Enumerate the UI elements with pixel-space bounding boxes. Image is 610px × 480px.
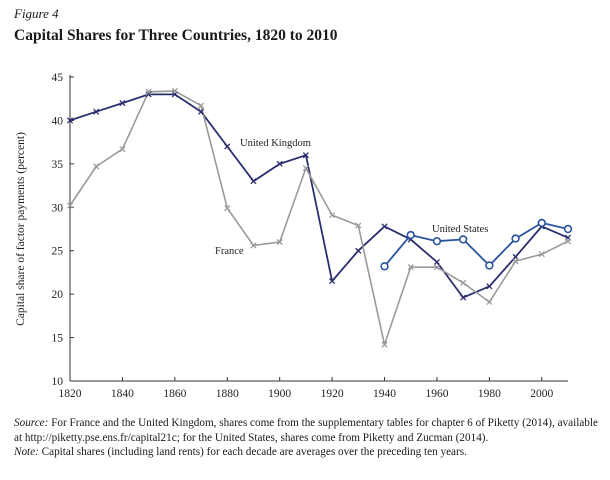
data-point-1 [486,298,493,306]
data-point-1 [276,238,283,246]
data-point-0 [355,247,362,254]
data-point-0 [329,278,336,285]
x-tick-label: 1840 [111,388,134,400]
data-point-0 [276,160,283,167]
data-point-1 [119,146,126,153]
series-line-2 [383,221,569,267]
data-point-0 [381,223,388,230]
data-point-0 [486,283,493,290]
series-labels: United Kingdom France United States [215,138,488,257]
data-point-1 [329,212,336,219]
series-label-1: France [215,246,244,257]
x-tick-label: 1960 [425,388,448,400]
data-point-1 [381,341,388,348]
data-point-2 [432,236,442,246]
data-point-1 [171,87,178,94]
data-point-2 [406,230,415,240]
data-point-2 [563,224,573,234]
y-tick-label: 20 [52,289,64,301]
y-tick-label: 45 [52,72,64,84]
series-markers [66,87,573,348]
source-text: For France and the United Kingdom, share… [14,417,598,444]
data-point-2 [537,218,546,228]
data-point-0 [224,143,231,150]
data-point-1 [538,251,545,258]
data-point-1 [250,242,257,249]
x-tick-label: 1920 [321,388,344,400]
axes: 10 15 20 25 30 35 40 45 1820 1840 1860 1880 1900 1920… [15,72,568,400]
figure-label: Figure 4 [14,6,59,21]
capital-share-chart: 10 15 20 25 30 35 40 45 1820 1840 1860 1880 1900 1920… [15,72,573,400]
x-tick-label: 1980 [478,388,501,400]
series-lines [69,90,569,346]
data-point-0 [250,178,257,185]
y-tick-label: 35 [52,159,64,171]
data-point-1 [564,238,572,245]
data-point-2 [380,262,389,271]
y-tick-label: 40 [52,115,64,127]
note-text: Capital shares (including land rents) fo… [41,446,467,459]
y-tick-label: 25 [52,246,64,258]
data-point-1 [407,264,414,271]
data-point-1 [66,202,74,209]
data-point-1 [197,102,205,109]
data-point-1 [355,222,362,229]
y-tick-label: 30 [52,202,64,214]
x-tick-label: 1880 [216,388,239,400]
x-tick-label: 2000 [530,388,553,400]
x-tick-label: 1860 [163,388,186,400]
source-label: Source: [14,417,49,429]
data-point-1 [512,258,519,265]
data-point-0 [119,99,126,107]
series-label-0: United Kingdom [240,138,311,149]
data-point-0 [460,294,467,301]
y-tick-label: 15 [52,333,64,345]
data-point-2 [511,234,520,243]
data-point-2 [485,261,494,270]
data-point-0 [93,108,100,115]
data-point-0 [197,108,205,115]
series-line-0 [69,93,569,299]
data-point-1 [93,163,100,170]
figure-notes: Source: For France and the United Kingdo… [14,416,598,460]
y-tick-label: 10 [52,376,64,388]
source-note: Source: For France and the United Kingdo… [14,416,598,445]
note-label: Note: [14,446,39,459]
series-line-1 [69,90,569,346]
data-point-1 [433,264,441,271]
x-tick-label: 1900 [268,388,291,400]
x-tick-label: 1820 [59,388,82,400]
data-point-1 [302,165,309,172]
y-axis-title: Capital share of factor payments (percen… [15,132,27,326]
note-line: Note: Capital shares (including land ren… [14,445,598,460]
data-point-0 [66,117,74,124]
data-point-1 [224,205,231,212]
data-point-1 [460,279,467,286]
x-tick-label: 1940 [373,388,396,400]
series-label-2: United States [432,224,488,235]
data-point-2 [458,235,468,244]
figure-title: Capital Shares for Three Countries, 1820… [14,27,338,44]
data-point-0 [302,152,309,159]
data-point-1 [145,88,152,95]
data-point-0 [433,258,441,266]
